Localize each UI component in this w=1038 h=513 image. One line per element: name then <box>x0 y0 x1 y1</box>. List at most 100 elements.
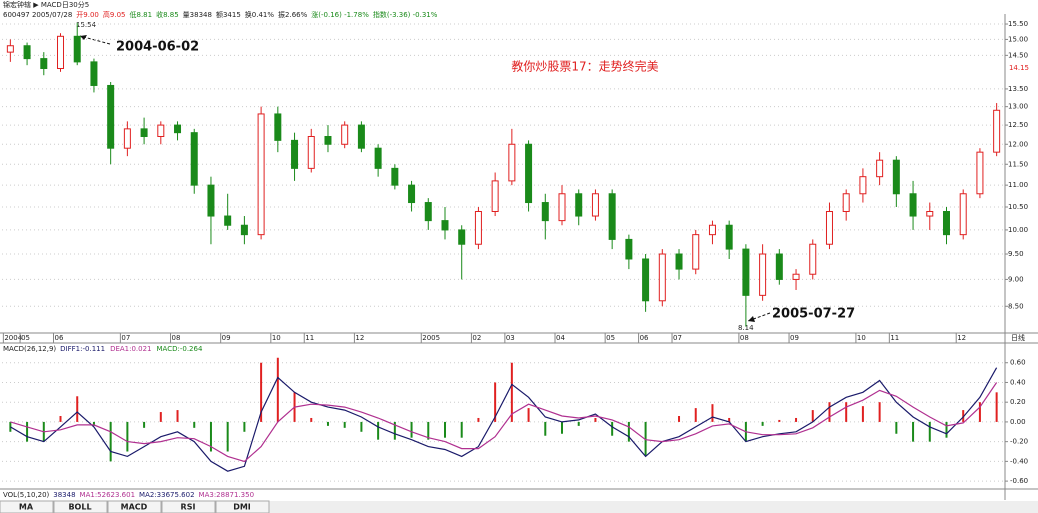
window-title: 锦宏钟辖 ▶ MACD日30分5 <box>3 0 89 9</box>
candle-body <box>742 248 750 296</box>
candle-body <box>775 253 783 280</box>
y-tick-label: 10.50 <box>1008 203 1028 211</box>
tab-box <box>161 500 216 513</box>
tab[interactable]: RSI <box>161 500 216 513</box>
x-tick-label: 12 <box>957 334 966 342</box>
candle-body <box>842 193 850 212</box>
tab[interactable]: MA <box>0 500 54 513</box>
candle-body <box>825 210 833 245</box>
candle-body <box>157 124 165 137</box>
x-tick-label: 2005 <box>422 334 440 342</box>
candle-body <box>274 113 282 141</box>
tab-label[interactable]: BOLL <box>68 503 91 512</box>
x-tick-label: 07 <box>121 334 130 342</box>
candle-body <box>759 253 767 296</box>
volume-legend: VOL(5,10,20) 38348 MA1:52623.601 MA2:33675.… <box>3 491 254 499</box>
candle-body <box>324 135 332 145</box>
tab-label[interactable]: RSI <box>181 503 196 512</box>
x-tick-label: 2004 <box>4 334 22 342</box>
candle-body <box>458 229 466 245</box>
candle-body <box>508 143 516 182</box>
quote-item: 600497 2005/07/28 <box>3 11 72 19</box>
quote-item: 涨(-0.16) -1.78% <box>311 10 369 19</box>
y-tick-label: 0.60 <box>1010 359 1026 367</box>
tab-box <box>215 500 270 513</box>
candle-body <box>224 215 232 226</box>
candle-body <box>575 193 583 217</box>
tab-box <box>107 500 162 513</box>
candle-body <box>307 135 315 169</box>
macd-legend-item: MACD:-0.264 <box>157 345 203 353</box>
x-tick-label: 02 <box>472 334 481 342</box>
x-tick-label: 08 <box>740 334 749 342</box>
low-date: 2005-07-27 <box>772 307 855 322</box>
candle-body <box>357 124 365 149</box>
tab[interactable]: BOLL <box>53 500 108 513</box>
y-tick-label: 15.50 <box>1008 20 1028 28</box>
candle-body <box>725 224 733 250</box>
headline: 教你炒股票17：走势终完美 <box>511 59 658 74</box>
candle-body <box>6 45 14 53</box>
tab[interactable]: MACD <box>107 500 162 513</box>
y-tick-label: -0.40 <box>1010 457 1028 465</box>
quote-line: 600497 2005/07/28 开9.00 高9.05 低8.81 收8.85 量38… <box>3 10 438 19</box>
period-label: 日线 <box>1011 333 1025 342</box>
candle-body <box>240 224 248 236</box>
macd-legend-item: DEA1:0.021 <box>110 345 151 353</box>
quote-item: 高9.05 <box>103 10 126 19</box>
candle-body <box>207 184 215 217</box>
candle-body <box>625 238 633 260</box>
x-tick-label: 09 <box>222 334 231 342</box>
y-tick-label: 9.50 <box>1008 250 1024 258</box>
candle-body <box>474 210 482 245</box>
arrowhead <box>80 35 87 40</box>
tab[interactable]: DMI <box>215 500 270 513</box>
candle-body <box>959 193 967 236</box>
candle-body <box>90 61 98 86</box>
x-tick-label: 08 <box>172 334 181 342</box>
candle-body <box>374 147 382 169</box>
tab-label[interactable]: MA <box>19 503 34 512</box>
candle-body <box>140 128 148 137</box>
x-tick-label: 09 <box>790 334 799 342</box>
candle-body <box>408 184 416 204</box>
macd-line <box>10 382 998 463</box>
volume-item: MA1:52623.601 <box>80 491 136 499</box>
x-tick-label: 07 <box>673 334 682 342</box>
candle-body <box>23 45 31 60</box>
y-tick-label: 8.50 <box>1008 302 1024 310</box>
y-tick-label: 14.50 <box>1008 51 1028 59</box>
candle-body <box>859 176 867 195</box>
x-tick-label: 05 <box>21 334 30 342</box>
candle-body <box>809 243 817 275</box>
candle-body <box>558 193 566 222</box>
macd-line <box>10 367 998 472</box>
tab-label[interactable]: MACD <box>121 503 148 512</box>
quote-item: 低8.81 <box>129 10 152 19</box>
x-tick-label: 04 <box>556 334 565 342</box>
macd-legend: MACD(26,12,9) DIFF1:-0.111 DEA1:0.021 MACD:… <box>3 345 203 353</box>
candle-body <box>73 35 81 63</box>
candle-body <box>291 139 299 169</box>
candle-body <box>441 220 449 231</box>
candle-body <box>123 128 131 149</box>
high-value: 15.54 <box>76 21 97 29</box>
candle-body <box>792 273 800 280</box>
x-tick-label: 06 <box>55 334 64 342</box>
candle-body <box>692 234 700 270</box>
candle-body <box>642 258 650 302</box>
candle-body <box>174 124 182 134</box>
candle-body <box>57 35 65 69</box>
candle-body <box>591 193 599 217</box>
quote-item: 量38348 <box>183 11 212 19</box>
high-date: 2004-06-02 <box>116 40 199 55</box>
tab-label[interactable]: DMI <box>233 503 251 512</box>
y-tick-label: 11.00 <box>1008 181 1028 189</box>
x-tick-label: 03 <box>506 334 515 342</box>
last-price: 14.15 <box>1009 64 1029 72</box>
candle-body <box>993 109 1001 153</box>
x-tick-label: 11 <box>305 334 314 342</box>
y-tick-label: -0.20 <box>1010 438 1028 446</box>
